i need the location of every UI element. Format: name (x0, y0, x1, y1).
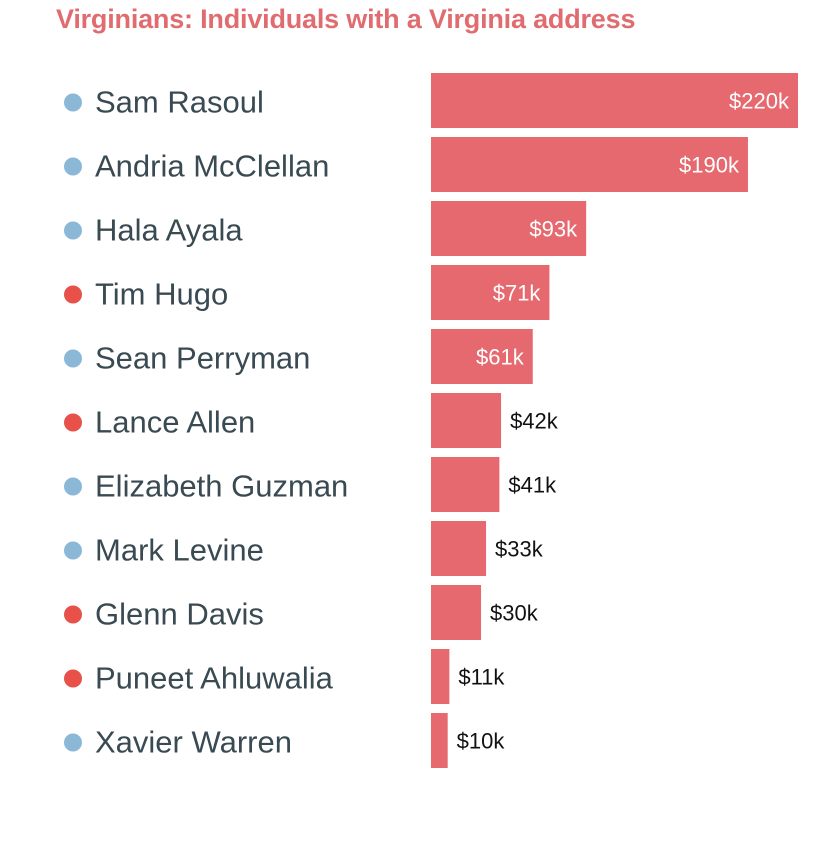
party-dot (64, 605, 82, 624)
bar (431, 649, 450, 704)
chart-title: Virginians: Individuals with a Virginia … (56, 4, 636, 34)
bar (431, 201, 587, 256)
value-label: $61k (476, 345, 525, 370)
value-label: $71k (493, 281, 542, 306)
party-dot (64, 221, 82, 240)
candidate-label: Andria McClellan (95, 149, 329, 184)
value-label: $190k (679, 153, 740, 178)
candidate-label: Tim Hugo (95, 277, 228, 312)
value-label: $220k (729, 89, 790, 114)
bar (431, 265, 550, 320)
candidate-label: Sam Rasoul (95, 85, 264, 120)
value-label: $11k (458, 665, 505, 690)
value-label: $10k (457, 729, 506, 754)
candidate-label: Hala Ayala (95, 213, 243, 248)
candidate-label: Elizabeth Guzman (95, 469, 348, 504)
bar (431, 329, 533, 384)
bar (431, 137, 748, 192)
party-dot (64, 413, 82, 432)
party-dot (64, 285, 82, 304)
candidate-label: Glenn Davis (95, 597, 264, 632)
party-dot (64, 349, 82, 368)
bar (431, 585, 482, 640)
candidate-label: Puneet Ahluwalia (95, 661, 334, 696)
party-dot (64, 669, 82, 688)
party-dot (64, 157, 82, 176)
bar (431, 457, 500, 512)
bar (431, 393, 502, 448)
bar (431, 73, 798, 128)
party-dot (64, 93, 82, 112)
candidate-label: Xavier Warren (95, 725, 292, 760)
party-dot (64, 477, 82, 496)
candidate-label: Mark Levine (95, 533, 264, 568)
party-dot (64, 541, 82, 560)
candidate-label: Lance Allen (95, 405, 255, 440)
value-label: $41k (508, 473, 557, 498)
value-label: $42k (510, 409, 559, 434)
value-label: $93k (529, 217, 578, 242)
party-dot (64, 733, 82, 752)
bar (431, 713, 448, 768)
bar (431, 521, 487, 576)
value-label: $30k (490, 601, 539, 626)
candidate-label: Sean Perryman (95, 341, 310, 376)
value-label: $33k (495, 537, 544, 562)
